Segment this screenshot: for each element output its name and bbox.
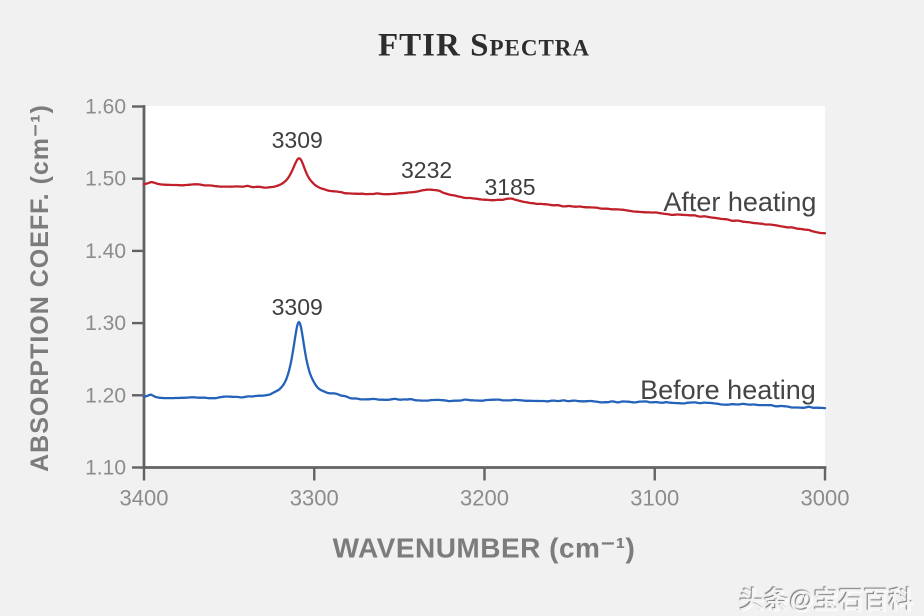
y-tick-label: 1.50 <box>85 168 126 191</box>
x-tick-label: 3200 <box>460 486 509 511</box>
series-label-after-heating: After heating <box>663 187 816 217</box>
axis-lines <box>142 105 827 469</box>
y-tick-label: 1.60 <box>85 96 126 119</box>
x-tick-label: 3300 <box>290 486 339 511</box>
x-axis-title: WAVENUMBER (cm⁻¹) <box>332 532 636 564</box>
series-line-before-heating <box>142 320 827 410</box>
series-label-before-heating: Before heating <box>640 375 816 405</box>
peak-annotation: 3185 <box>484 174 535 200</box>
x-tick-label: 3100 <box>630 486 679 511</box>
watermark: 头条@宝石百科 <box>739 587 914 614</box>
plot-area <box>144 106 825 468</box>
peak-annotation: 3309 <box>272 294 323 320</box>
chart-title: FTIR Spectra <box>377 27 591 64</box>
y-tick-label: 1.30 <box>85 312 126 335</box>
y-tick-label: 1.10 <box>85 457 126 480</box>
y-axis-title: ABSORPTION COEFF. (cm⁻¹) <box>26 104 54 472</box>
x-tick-label: 3000 <box>801 486 850 511</box>
x-tick-label: 3400 <box>120 486 169 511</box>
y-tick-label: 1.20 <box>85 384 126 407</box>
series-line-after-heating <box>142 157 827 235</box>
y-tick-label: 1.40 <box>85 240 126 263</box>
peak-annotation: 3232 <box>401 157 452 183</box>
peak-annotation: 3309 <box>272 127 323 153</box>
